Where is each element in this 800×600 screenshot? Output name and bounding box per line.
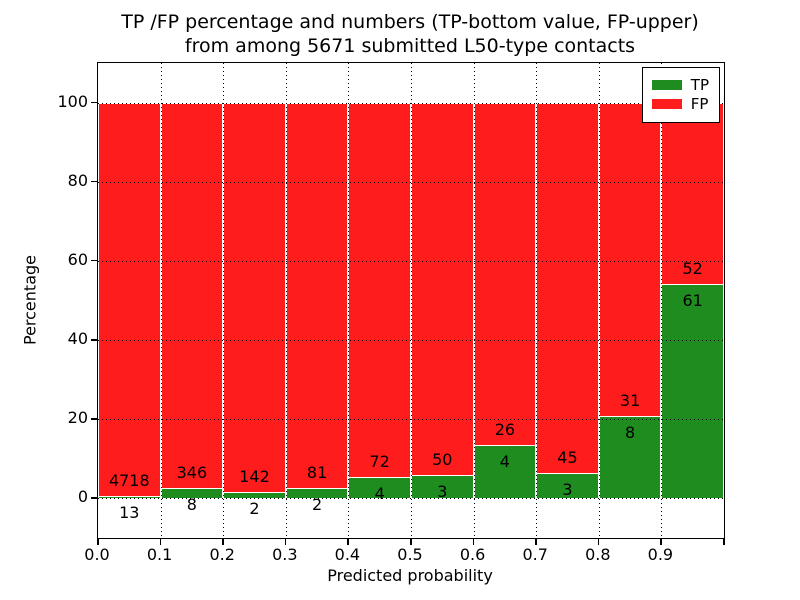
y-tick-mark	[91, 180, 97, 183]
legend-item-fp: FP	[651, 95, 709, 113]
x-tick-mark	[97, 538, 99, 545]
x-tick-mark	[222, 538, 224, 545]
fp-count-label: 4718	[108, 471, 150, 491]
vertical-gridline	[661, 63, 663, 538]
tp-count-label: 61	[682, 290, 703, 310]
fp-count-label: 142	[239, 466, 270, 486]
x-tick-mark	[472, 538, 475, 545]
x-tick-label: 0.9	[647, 545, 674, 564]
vertical-gridline	[411, 63, 412, 538]
vertical-gridline	[160, 63, 162, 538]
tp-count-label: 8	[186, 495, 197, 515]
fp-bar-segment	[98, 102, 161, 498]
tp-count-label: 3	[437, 482, 448, 501]
x-tick-label: 0.8	[585, 545, 611, 564]
x-tick-label: 0.6	[459, 545, 486, 564]
fp-bar-segment	[285, 102, 349, 489]
legend: TP FP	[641, 67, 720, 123]
fp-count-label: 45	[557, 447, 578, 467]
fp-bar-segment	[473, 102, 537, 446]
tp-bar-segment	[98, 497, 161, 499]
x-tick-mark	[597, 538, 600, 545]
fp-bar-segment	[160, 102, 224, 490]
y-tick-mark	[91, 497, 97, 499]
vertical-gridline	[536, 63, 538, 538]
x-tick-label: 0.5	[397, 545, 423, 564]
tp-count-label: 3	[562, 479, 573, 499]
fp-bar-segment	[598, 102, 662, 418]
fp-bar-segment	[223, 102, 286, 493]
vertical-gridline	[598, 63, 600, 538]
y-tick-label: 40	[67, 329, 88, 349]
fp-count-label: 81	[306, 462, 328, 482]
fp-count-label: 346	[176, 463, 208, 483]
legend-label-tp: TP	[690, 76, 709, 94]
fp-bar-segment	[536, 102, 599, 474]
plot-area: TP FP 4718 13 346 8 142 2 81 2 72 4 50 3 26 4 45 3 31 8 52…	[97, 62, 725, 539]
fp-count-label: 26	[494, 419, 516, 439]
x-tick-label: 0.0	[84, 545, 110, 564]
vertical-gridline	[285, 63, 287, 538]
chart-title-line2: from among 5671 submitted L50-type conta…	[184, 35, 636, 57]
tp-count-label: 4	[499, 451, 510, 471]
x-tick-label: 0.3	[272, 545, 298, 564]
fp-count-label: 72	[369, 451, 390, 471]
legend-item-tp: TP	[651, 76, 709, 94]
y-tick-label: 60	[67, 249, 88, 269]
tp-count-label: 2	[249, 498, 260, 518]
tp-count-label: 4	[374, 483, 385, 503]
x-tick-mark	[723, 538, 725, 545]
x-tick-mark	[284, 538, 287, 545]
tp-count-label: 13	[119, 503, 140, 523]
y-tick-mark	[91, 418, 97, 420]
fp-count-label: 52	[682, 258, 703, 278]
fp-count-label: 50	[432, 450, 453, 469]
x-tick-mark	[660, 538, 662, 545]
y-tick-label: 80	[67, 170, 88, 190]
chart-title-line1: TP /FP percentage and numbers (TP-bottom…	[121, 11, 699, 33]
tp-bar-segment	[598, 417, 662, 499]
y-tick-mark	[91, 101, 97, 104]
chart-title: TP /FP percentage and numbers (TP-bottom…	[97, 10, 723, 58]
x-tick-label: 0.2	[209, 545, 235, 564]
y-tick-mark	[91, 339, 97, 341]
x-tick-label: 0.1	[146, 545, 173, 564]
x-tick-label: 0.7	[522, 545, 548, 564]
x-axis-label: Predicted probability	[327, 566, 493, 585]
x-tick-mark	[159, 538, 162, 545]
vertical-gridline	[348, 63, 350, 538]
tp-count-label: 8	[625, 423, 636, 443]
x-tick-mark	[410, 538, 412, 545]
x-tick-mark	[535, 538, 537, 545]
fp-bar-segment	[348, 102, 411, 478]
x-tick-mark	[347, 538, 349, 545]
fp-color-swatch	[651, 99, 682, 109]
y-tick-mark	[91, 259, 97, 262]
y-tick-label: 0	[77, 487, 88, 507]
tp-count-label: 2	[312, 494, 323, 514]
fp-count-label: 31	[619, 391, 641, 411]
vertical-gridline	[473, 63, 475, 538]
tp-bar-segment	[661, 284, 724, 499]
x-tick-label: 0.4	[334, 545, 361, 564]
legend-label-fp: FP	[690, 95, 709, 113]
fp-bar-segment	[411, 102, 474, 476]
y-tick-label: 100	[57, 91, 88, 111]
fp-bar-segment	[661, 102, 724, 285]
vertical-gridline	[223, 63, 225, 538]
y-tick-label: 20	[67, 408, 88, 428]
tp-color-swatch	[651, 80, 682, 90]
